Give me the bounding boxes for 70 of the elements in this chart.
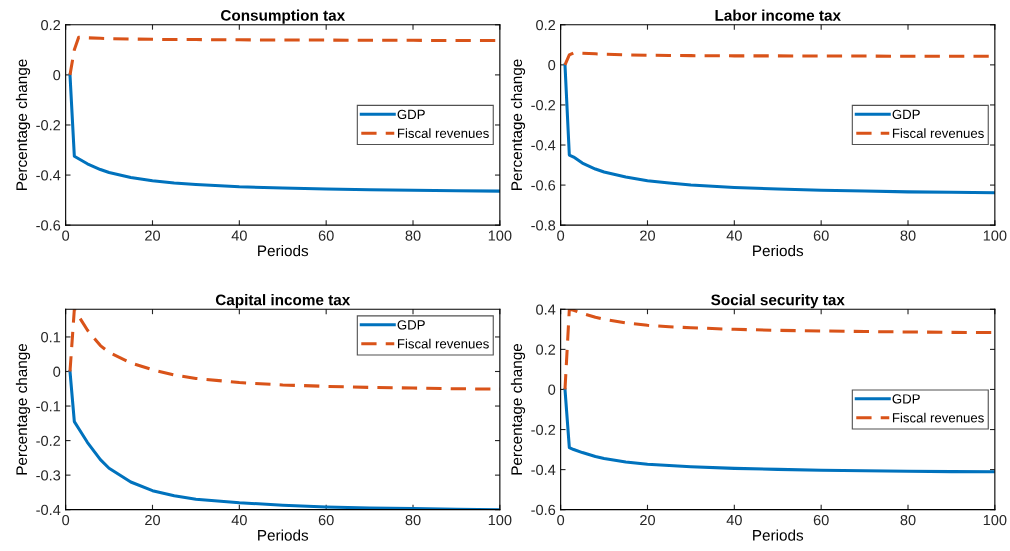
y-tick-label: -0.2: [36, 435, 61, 447]
y-tick-label: 0: [548, 384, 556, 395]
x-tick-label: 60: [318, 230, 334, 241]
y-tick-label: -0.8: [531, 220, 556, 231]
legend-label: GDP: [397, 109, 425, 120]
x-tick-label: 80: [405, 514, 421, 526]
y-tick-label: -0.1: [36, 401, 61, 412]
x-tick-label: 40: [231, 514, 247, 526]
y-tick-label: 0: [548, 59, 556, 71]
x-tick-label: 100: [488, 230, 512, 241]
y-axis-title: Percentage change: [15, 343, 31, 475]
x-axis-title: Periods: [753, 529, 804, 541]
x-tick-label: 0: [557, 514, 565, 526]
y-tick-label: 0.4: [536, 304, 556, 315]
x-tick-label: 20: [145, 230, 161, 241]
x-tick-label: 100: [983, 514, 1007, 526]
x-tick-label: 60: [813, 230, 829, 241]
y-tick-label: 0: [53, 366, 61, 377]
x-tick-label: 60: [813, 514, 829, 526]
x-tick-label: 20: [640, 514, 656, 526]
x-tick-label: 80: [405, 230, 421, 241]
x-axis-title: Periods: [258, 529, 309, 541]
legend-label: Fiscal revenues: [892, 412, 984, 423]
y-tick-label: -0.6: [531, 504, 556, 516]
y-tick-label: 0.2: [536, 344, 556, 355]
x-tick-label: 100: [983, 230, 1007, 241]
y-tick-label: 0: [53, 69, 61, 81]
x-tick-label: 20: [145, 514, 161, 526]
y-tick-label: -0.2: [531, 100, 556, 111]
x-tick-label: 40: [231, 230, 247, 241]
y-tick-label: -0.2: [36, 120, 61, 131]
x-axis-title: Periods: [258, 245, 309, 257]
x-tick-label: 0: [62, 230, 70, 241]
y-tick-label: -0.4: [531, 464, 556, 476]
chart-title: Consumption tax: [221, 9, 346, 24]
x-tick-label: 40: [726, 514, 742, 526]
chart-title: Social security tax: [711, 294, 845, 309]
y-tick-label: -0.4: [36, 170, 61, 181]
legend-label: GDP: [892, 394, 920, 404]
x-tick-label: 80: [900, 514, 916, 526]
y-tick-label: -0.3: [36, 470, 61, 481]
y-axis-title: Percentage change: [510, 343, 526, 475]
legend-label: GDP: [397, 320, 425, 330]
y-tick-label: -0.6: [531, 180, 556, 191]
x-tick-label: 40: [726, 230, 742, 241]
y-tick-label: 0.1: [41, 332, 61, 343]
x-tick-label: 100: [488, 514, 512, 526]
y-axis-title: Percentage change: [15, 59, 31, 190]
line-series: [563, 63, 995, 195]
x-axis-title: Periods: [753, 245, 804, 257]
y-tick-label: 0.2: [41, 19, 61, 31]
legend-label: Fiscal revenues: [892, 128, 984, 138]
legend-label: GDP: [892, 109, 920, 120]
line-series: [563, 387, 995, 474]
chart-title: Labor income tax: [715, 9, 841, 21]
y-tick-label: -0.6: [36, 220, 61, 231]
x-tick-label: 60: [318, 514, 334, 526]
chart-title: Capital income tax: [215, 294, 351, 309]
legend-label: Fiscal revenues: [397, 128, 489, 138]
x-tick-label: 0: [557, 230, 565, 241]
y-tick-label: 0.2: [536, 19, 556, 31]
y-tick-label: -0.4: [531, 140, 556, 151]
x-tick-label: 80: [900, 230, 916, 241]
y-tick-label: -0.4: [36, 504, 61, 516]
y-axis-title: Percentage change: [510, 59, 526, 190]
x-tick-label: 0: [62, 514, 70, 526]
legend-label: Fiscal revenues: [397, 338, 489, 349]
x-tick-label: 20: [640, 230, 656, 241]
y-tick-label: -0.2: [531, 424, 556, 435]
line-series: [68, 73, 500, 193]
